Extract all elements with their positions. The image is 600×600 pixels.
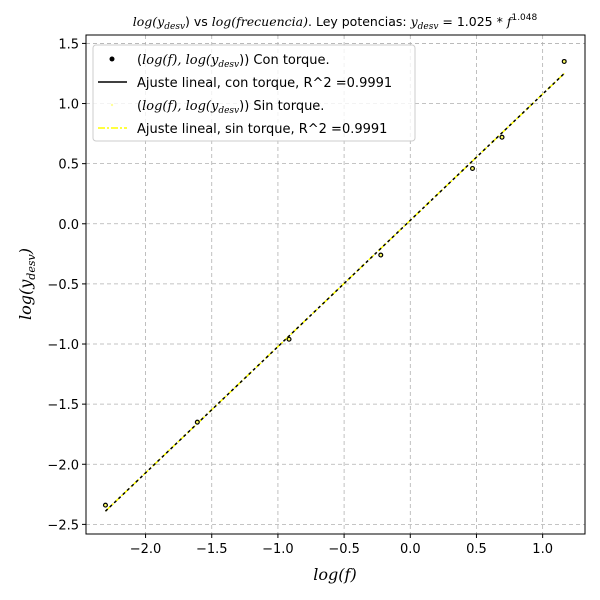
y-tick-label: 1.5 [58,37,79,52]
legend-label-con-torque-points: (log(f), log(ydesv)) Con torque. [137,53,330,70]
x-tick-label: 0.5 [466,542,487,557]
chart-title: log(ydesv) vs log(frecuencia). Ley poten… [133,13,538,32]
legend-entry-con-torque-fit: Ajuste lineal, con torque, R^2 =0.9991 [98,76,392,91]
legend-entry-sin-torque-fit: Ajuste lineal, sin torque, R^2 =0.9991 [98,122,387,137]
legend-label-con-torque-fit: Ajuste lineal, con torque, R^2 =0.9991 [137,76,392,91]
y-tick-label: 1.0 [58,98,79,113]
x-tick-label: −0.5 [328,542,360,557]
x-tick-label: 0.0 [400,542,421,557]
x-tick-label: −2.0 [130,542,162,557]
legend-label-sin-torque-points: (log(f), log(ydesv)) Sin torque. [137,99,324,116]
x-tick-label: 1.0 [532,542,553,557]
y-tick-label: −2.5 [47,518,79,533]
y-axis-label: log(ydesv) [16,248,38,320]
x-tick-label: −1.5 [196,542,228,557]
legend-label-sin-torque-fit: Ajuste lineal, sin torque, R^2 =0.9991 [137,122,387,137]
x-axis-label: log(f) [313,565,356,584]
y-tick-label: 0.5 [58,158,79,173]
y-tick-label: −0.5 [47,278,79,293]
points-sin-torque-point [500,135,504,139]
x-tick-label: −1.0 [262,542,294,557]
y-tick-label: 0.0 [58,218,79,233]
legend-entry-con-torque-points: (log(f), log(ydesv)) Con torque. [109,53,330,70]
points-sin-torque-point [196,420,199,424]
fit-line-con-torque [104,72,565,512]
y-tick-label: −2.0 [47,458,79,473]
points-sin-torque-point [379,253,383,257]
points-sin-torque-point [562,60,566,63]
y-tick-label: −1.5 [47,398,79,413]
legend-marker-con-torque [109,56,115,62]
fit-line-sin-torque [104,72,565,512]
grid [86,35,585,534]
points-sin-torque-point [287,337,291,341]
plot-frame [85,34,586,535]
x-axis-ticks: −2.0 −1.5 −1.0 −0.5 0.0 0.5 1.0 [130,534,553,557]
plot-area: −2.0 −1.5 −1.0 −0.5 0.0 0.5 1.0 −2.5 −2.0 −1.5 −1… [47,34,586,557]
points-sin-torque-point [471,167,474,170]
y-tick-label: −1.0 [47,338,79,353]
legend-entry-sin-torque-points: (log(f), log(ydesv)) Sin torque. [110,99,324,116]
series-layer [102,58,567,512]
points-sin-torque-point [104,503,107,507]
y-axis-ticks: −2.5 −2.0 −1.5 −1.0 −0.5 0.0 0.5 1.0 1.5 [47,37,86,533]
legend: (log(f), log(ydesv)) Con torque. Ajuste … [92,44,416,142]
legend-marker-sin-torque [110,103,114,107]
legend-box [92,44,416,142]
